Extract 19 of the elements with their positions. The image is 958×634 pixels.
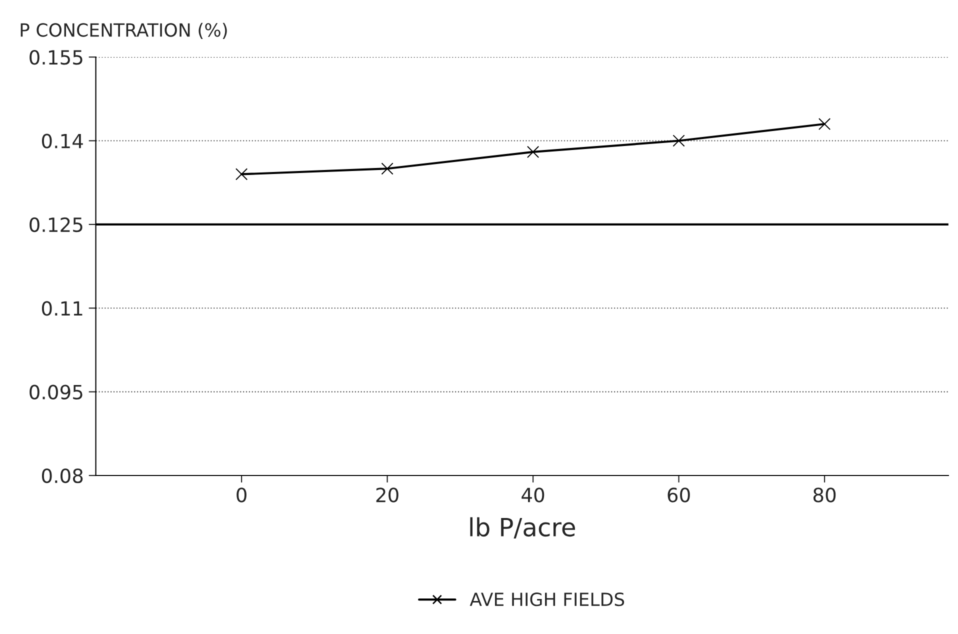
point [381,162,394,175]
y-tick-label: 0.155 [30,50,82,65]
y-tick-label: 0.14 [42,134,83,148]
y-axis-title: P CONCENTRATION (%) [20,22,227,39]
x-axis-title: lb P/acre [470,517,575,539]
x-tick-label: 80 [813,488,836,502]
x-tick-label: 0 [236,488,246,502]
y-tick-label: 0.08 [42,468,83,484]
y-tick-label: 0.125 [30,217,82,232]
y-tick-label: 0.095 [30,384,82,400]
y-tick-label: 0.11 [42,301,82,316]
point [235,168,248,180]
x-tick-label: 60 [668,488,690,502]
point [526,146,540,158]
point [672,134,685,147]
legend-label: AVE HIGH FIELDS [470,592,624,606]
x-tick-label: 40 [522,488,544,502]
point [818,118,831,130]
x-tick-label: 20 [376,488,398,502]
